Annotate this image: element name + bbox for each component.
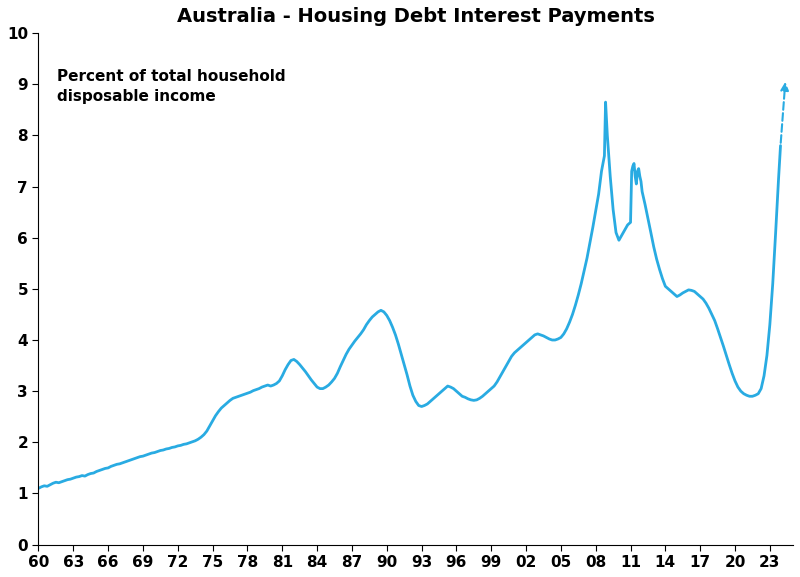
- Text: Percent of total household
disposable income: Percent of total household disposable in…: [58, 69, 286, 104]
- Title: Australia - Housing Debt Interest Payments: Australia - Housing Debt Interest Paymen…: [177, 7, 654, 26]
